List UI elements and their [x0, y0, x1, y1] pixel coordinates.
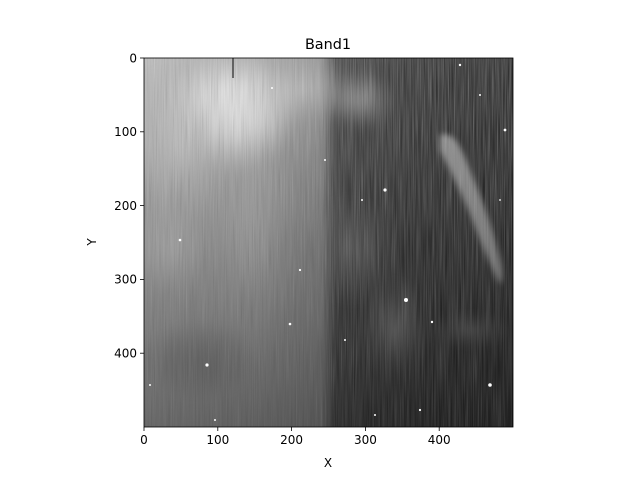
- x-tick-label: 300: [354, 433, 377, 447]
- x-tick-label: 200: [280, 433, 303, 447]
- x-tick-label: 0: [140, 433, 148, 447]
- axes-frame: [143, 57, 514, 428]
- x-axis-label: X: [324, 456, 332, 470]
- y-tick-label: 0: [129, 51, 137, 65]
- y-axis-label: Y: [85, 238, 99, 247]
- chart-title: Band1: [305, 37, 351, 53]
- y-tick-label: 400: [114, 347, 137, 361]
- heatmap-image: [144, 58, 513, 427]
- y-axis-ticks: 0 100 200 300 400: [114, 51, 144, 361]
- x-tick-label: 100: [206, 433, 229, 447]
- x-tick-label: 400: [428, 433, 451, 447]
- y-tick-label: 200: [114, 199, 137, 213]
- y-tick-label: 100: [114, 125, 137, 139]
- y-tick-label: 300: [114, 273, 137, 287]
- x-axis-ticks: 0 100 200 300 400: [140, 427, 451, 447]
